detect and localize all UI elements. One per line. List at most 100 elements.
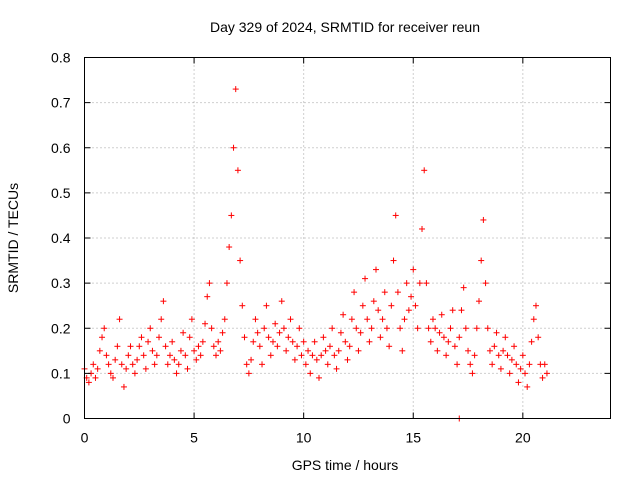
data-point [210, 343, 217, 350]
y-tick-label: 0.2 [51, 320, 71, 336]
data-point [291, 356, 298, 363]
data-point [438, 311, 445, 318]
data-point [311, 338, 318, 345]
data-point [486, 347, 493, 354]
data-point [539, 374, 546, 381]
data-point [416, 280, 423, 287]
data-point [324, 361, 331, 368]
y-tick-label: 0.3 [51, 275, 71, 291]
data-point [142, 365, 149, 372]
data-point [287, 316, 294, 323]
data-point [331, 352, 338, 359]
data-point [326, 343, 333, 350]
data-point [243, 361, 250, 368]
data-point [221, 316, 228, 323]
data-point [272, 320, 279, 327]
y-tick-label: 0.4 [51, 230, 71, 246]
data-point [329, 325, 336, 332]
data-point [90, 361, 97, 368]
data-point [434, 347, 441, 354]
data-point [495, 352, 502, 359]
data-point [204, 293, 211, 300]
data-point [320, 334, 327, 341]
data-point [267, 352, 274, 359]
data-point [199, 338, 206, 345]
data-point [149, 347, 156, 354]
data-point [491, 343, 498, 350]
data-point [285, 334, 292, 341]
data-point [414, 325, 421, 332]
data-point [250, 338, 257, 345]
data-point [530, 316, 537, 323]
data-point [92, 374, 99, 381]
data-point [364, 316, 371, 323]
data-point [353, 325, 360, 332]
data-point [109, 374, 116, 381]
data-point [513, 361, 520, 368]
data-point [379, 316, 386, 323]
y-tick-label: 0.8 [51, 50, 71, 66]
data-point [237, 257, 244, 264]
data-point [131, 370, 138, 377]
data-point [443, 352, 450, 359]
data-point [493, 329, 500, 336]
data-point [112, 356, 119, 363]
data-point [215, 338, 222, 345]
data-point [188, 316, 195, 323]
data-point [318, 352, 325, 359]
data-point [322, 347, 329, 354]
y-axis-label: SRMTID / TECUs [5, 183, 21, 293]
y-tick-label: 0.1 [51, 365, 71, 381]
data-point [195, 343, 202, 350]
data-point [177, 347, 184, 354]
data-point [462, 325, 469, 332]
data-point [524, 383, 531, 390]
data-point [383, 325, 390, 332]
data-point [114, 343, 121, 350]
data-point [427, 338, 434, 345]
data-point [528, 338, 535, 345]
data-point [482, 280, 489, 287]
data-point [234, 167, 241, 174]
data-point [526, 361, 533, 368]
data-point [302, 361, 309, 368]
x-tick-label: 10 [296, 430, 312, 446]
data-point [440, 334, 447, 341]
data-point [473, 325, 480, 332]
data-point [153, 352, 160, 359]
data-point [357, 329, 364, 336]
data-point [515, 379, 522, 386]
data-point [175, 361, 182, 368]
data-point [125, 352, 132, 359]
data-point [116, 316, 123, 323]
data-point [213, 352, 219, 359]
data-point [107, 370, 114, 377]
data-point [278, 298, 285, 305]
data-point [202, 320, 209, 327]
data-point [261, 325, 268, 332]
data-point [410, 266, 417, 273]
data-point [489, 361, 496, 368]
data-point [511, 343, 518, 350]
data-point [316, 374, 323, 381]
data-point [541, 361, 548, 368]
data-point [412, 302, 419, 309]
data-point [460, 284, 467, 291]
data-point [368, 325, 375, 332]
data-point [386, 343, 393, 350]
data-point [160, 298, 167, 305]
data-point [101, 325, 108, 332]
data-point [254, 329, 261, 336]
data-point [469, 370, 476, 377]
data-point [508, 356, 515, 363]
data-point [502, 334, 509, 341]
data-point [151, 361, 158, 368]
data-point [351, 289, 358, 296]
data-point [458, 307, 465, 314]
data-point [294, 343, 301, 350]
data-point [467, 361, 474, 368]
grid [84, 57, 611, 419]
data-point [123, 365, 130, 372]
data-point [337, 329, 344, 336]
